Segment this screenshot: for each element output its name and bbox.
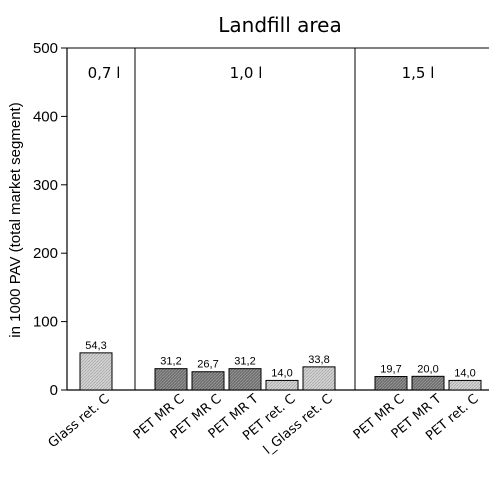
bar [228,368,262,391]
group-label: 0,7 l [88,64,121,82]
y-tick-label: 200 [33,245,58,262]
bars [79,352,482,391]
chart-title: Landfill area [218,13,341,37]
y-tick-label: 400 [33,108,58,125]
y-tick-label: 0 [50,382,58,399]
bar [374,376,408,391]
group-separators [134,48,356,390]
y-ticks: 0 100 200 300 400 500 [33,40,67,399]
bar [448,379,482,391]
value-label: 31,2 [234,356,255,368]
bar [191,371,225,391]
bar [154,368,188,391]
group-labels: 0,7 l 1,0 l 1,5 l [88,64,435,82]
bar [265,379,299,391]
category-label: Glass ret. C [46,392,113,452]
group-label: 1,5 l [402,64,435,82]
y-tick-label: 500 [33,40,58,57]
value-label: 20,0 [417,363,438,375]
value-label: 19,7 [380,364,401,376]
axes [66,47,489,391]
bar [411,375,445,391]
value-label: 33,8 [308,354,329,366]
value-labels: 54,3 31,2 26,7 31,2 14,0 33,8 19,7 20,0 14,0 [85,340,475,380]
group-label: 1,0 l [230,64,263,82]
y-axis-label: in 1000 PAV (total market segment) [7,102,24,337]
value-label: 31,2 [160,356,181,368]
y-tick-label: 100 [33,314,58,331]
y-tick-label: 300 [33,177,58,194]
bar [79,352,113,391]
value-label: 14,0 [271,367,292,379]
bar [302,366,336,391]
value-label: 26,7 [197,359,218,371]
value-label: 54,3 [85,340,106,352]
value-label: 14,0 [454,367,475,379]
